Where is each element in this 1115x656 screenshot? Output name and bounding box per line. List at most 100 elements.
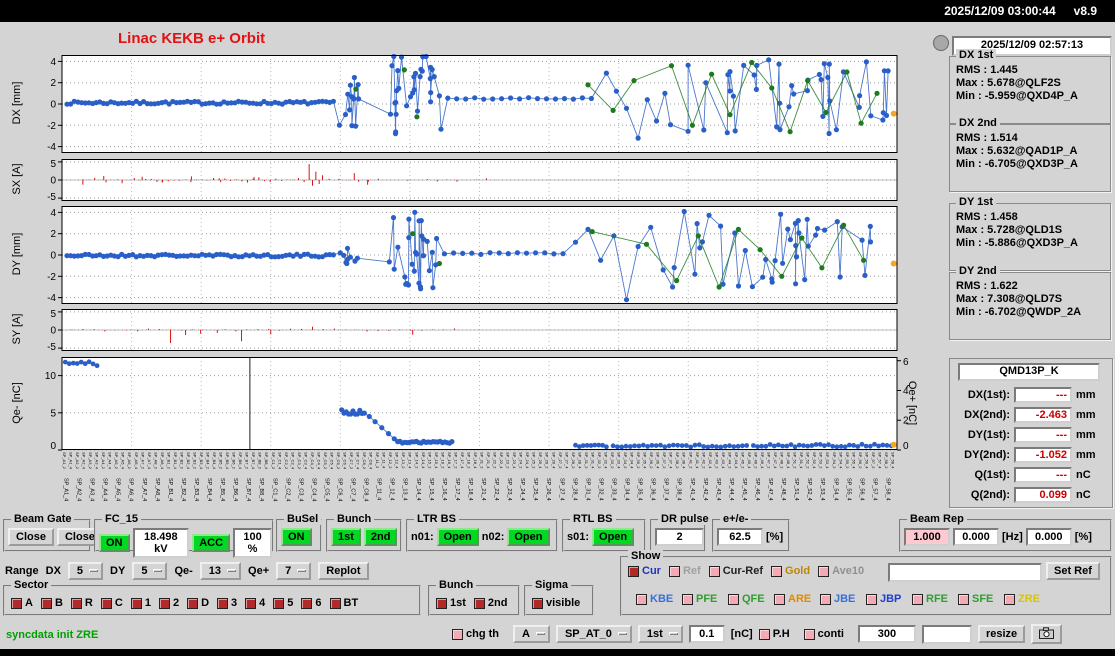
checkbox-icon[interactable] (820, 593, 831, 605)
checkbox-icon[interactable] (532, 597, 543, 609)
checkbox-icon[interactable] (273, 597, 285, 609)
checkbox-icon[interactable] (818, 565, 830, 577)
monitor-tick-label: SP_B6_2 (231, 452, 237, 469)
aux-field[interactable] (921, 624, 972, 644)
stats-line: Min : -5.959@QXD4P_A (956, 90, 1078, 102)
replot-button[interactable]: Replot (318, 562, 369, 580)
checkbox-icon[interactable] (758, 628, 770, 640)
checkbox-icon[interactable] (866, 593, 877, 605)
show-gold[interactable]: Gold (771, 565, 810, 577)
checkbox-icon[interactable] (70, 597, 82, 609)
show-ave10[interactable]: Ave10 (818, 565, 864, 577)
checkbox-icon[interactable] (100, 597, 112, 609)
checkbox-icon[interactable] (130, 597, 142, 609)
checkbox-icon[interactable] (217, 597, 229, 609)
show-ref[interactable]: Ref (668, 565, 701, 577)
sector-2[interactable]: 2 (158, 597, 179, 609)
show-kbe[interactable]: KBE (636, 593, 682, 605)
checkbox-icon[interactable] (473, 597, 485, 609)
ltr-n02-open-button[interactable]: Open (507, 528, 550, 546)
sector-d[interactable]: D (187, 597, 209, 609)
conti-toggle[interactable]: conti (803, 628, 844, 640)
sector-1[interactable]: 1 (130, 597, 151, 609)
checkbox-icon[interactable] (912, 593, 923, 605)
sector-4[interactable]: 4 (245, 597, 265, 609)
chg-th-toggle[interactable]: chg th (452, 628, 499, 640)
ltr-n01-open-button[interactable]: Open (436, 528, 479, 546)
checkbox-icon[interactable] (774, 593, 785, 605)
beam-gate-close-1-button[interactable]: Close (8, 528, 54, 546)
camera-button[interactable] (1031, 624, 1063, 644)
sector-5[interactable]: 5 (273, 597, 293, 609)
beam-gate-close-2-button[interactable]: Close (56, 528, 103, 546)
e-ratio-value[interactable]: 62.5 (717, 528, 763, 546)
checkbox-icon[interactable] (628, 565, 639, 577)
checkbox-icon[interactable] (436, 597, 447, 609)
checkbox-icon[interactable] (803, 628, 815, 640)
show-qfe[interactable]: QFE (728, 593, 774, 605)
show-cur[interactable]: Cur (628, 565, 661, 577)
sector-c[interactable]: C (100, 597, 123, 609)
sigma-visible[interactable]: visible (532, 597, 580, 609)
range-qe-plus-dropdown[interactable]: 7 (276, 562, 312, 580)
show-zre[interactable]: ZRE (1004, 593, 1050, 605)
bunch-select-dropdown[interactable]: 1st (637, 625, 683, 643)
sector-r[interactable]: R (70, 597, 93, 609)
sector-3[interactable]: 3 (217, 597, 237, 609)
bunch-2nd-button[interactable]: 2nd (363, 528, 398, 546)
sector-select-dropdown[interactable]: A (513, 625, 550, 643)
busel-on-button[interactable]: ON (281, 528, 312, 546)
checkbox-icon[interactable] (245, 597, 257, 609)
sector-6[interactable]: 6 (301, 597, 322, 609)
checkbox-icon[interactable] (329, 597, 341, 609)
monitor-tick-label: SP_17_4 (459, 452, 465, 469)
checkbox-icon[interactable] (40, 597, 52, 609)
show-jbe[interactable]: JBE (820, 593, 866, 605)
show-rfe[interactable]: RFE (912, 593, 958, 605)
sector-bt[interactable]: BT (329, 597, 358, 609)
beam-rep-percent-value: 0.000 (1025, 528, 1072, 546)
checkbox-icon[interactable] (301, 597, 313, 609)
monitor-tick-label: SP_45_2 (740, 452, 746, 469)
monitor-select-dropdown[interactable]: SP_AT_0 (555, 625, 632, 643)
checkbox-icon[interactable] (636, 593, 647, 605)
rtl-s01-open-button[interactable]: Open (592, 528, 635, 546)
show-are[interactable]: ARE (774, 593, 820, 605)
range-qe-minus-dropdown[interactable]: 13 (199, 562, 242, 580)
checkbox-icon[interactable] (1004, 593, 1015, 605)
ref-file-input[interactable] (888, 563, 1042, 582)
fc15-frame: FC_15 ON 18.498 kV ACC 100 % (94, 513, 274, 558)
checkbox-icon[interactable] (958, 593, 969, 605)
sector-a[interactable]: A (11, 597, 33, 609)
show-jbp[interactable]: JBP (866, 593, 912, 605)
range-dx-dropdown[interactable]: 5 (67, 562, 104, 580)
stats-line: RMS : 1.458 (956, 211, 1018, 223)
checkbox-icon[interactable] (668, 565, 680, 577)
bunch-2nd[interactable]: 2nd (473, 597, 507, 609)
show-sfe[interactable]: SFE (958, 593, 1004, 605)
threshold-field[interactable]: 0.1 (688, 625, 725, 643)
bunch-1st[interactable]: 1st (436, 597, 466, 609)
checkbox-icon[interactable] (708, 565, 720, 577)
checkbox-icon[interactable] (187, 597, 199, 609)
sector-b[interactable]: B (40, 597, 63, 609)
beam-rep-set-value[interactable]: 1.000 (904, 528, 950, 546)
checkbox-icon[interactable] (771, 565, 783, 577)
checkbox-icon[interactable] (11, 597, 22, 609)
dr-pulse-value[interactable]: 2 (655, 528, 704, 546)
interval-field[interactable]: 300 (857, 625, 916, 643)
range-dy-dropdown[interactable]: 5 (132, 562, 168, 580)
resize-button[interactable]: resize (977, 625, 1026, 643)
fc15-on-button[interactable]: ON (99, 534, 130, 552)
checkbox-icon[interactable] (728, 593, 739, 605)
monitor-tick-label: SP_B6_4 (232, 478, 239, 502)
checkbox-icon[interactable] (158, 597, 170, 609)
checkbox-icon[interactable] (452, 628, 463, 640)
bunch-1st-button[interactable]: 1st (331, 528, 361, 546)
ph-toggle[interactable]: P.H (758, 628, 790, 640)
fc15-acc-button[interactable]: ACC (192, 534, 231, 552)
show-cur-ref[interactable]: Cur-Ref (708, 565, 763, 577)
show-pfe[interactable]: PFE (682, 593, 728, 605)
set-ref-button[interactable]: Set Ref (1046, 562, 1100, 580)
checkbox-icon[interactable] (682, 593, 693, 605)
